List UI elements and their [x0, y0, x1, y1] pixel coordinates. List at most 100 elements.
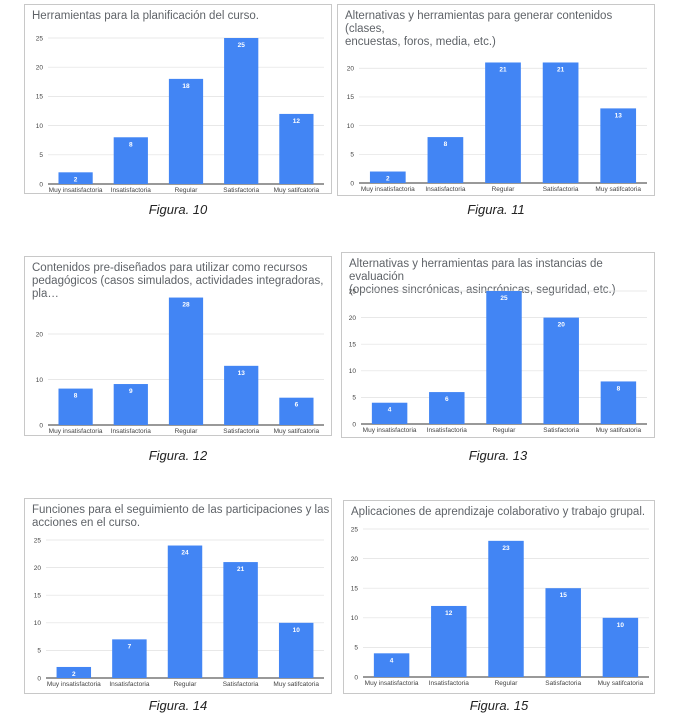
- x-tick-label: Insatisfactoria: [111, 428, 151, 435]
- x-tick-label: Satisfactoria: [545, 680, 581, 687]
- x-tick-label: Regular: [174, 681, 198, 688]
- x-tick-label: Satisfactoria: [543, 427, 579, 434]
- y-tick-label: 20: [36, 331, 44, 338]
- data-label: 24: [181, 550, 189, 557]
- y-tick-label: 20: [351, 556, 359, 563]
- bar-chart: 0 5 10 15 20 25 2 Muy insatisfactoria 8 Insatisfa…: [36, 35, 324, 194]
- bar: [167, 545, 203, 678]
- x-tick-label: Muy insatisfactoria: [365, 680, 419, 687]
- bar: [113, 384, 148, 425]
- data-label: 21: [237, 566, 245, 573]
- data-label: 13: [615, 112, 623, 119]
- data-label: 7: [128, 643, 132, 650]
- y-tick-label: 15: [351, 586, 359, 593]
- y-tick-label: 10: [347, 123, 355, 130]
- bar: [168, 78, 204, 184]
- x-tick-label: Muy satifcatoria: [273, 681, 319, 688]
- x-tick-label: Satisfactoria: [223, 428, 259, 435]
- y-tick-label: 0: [39, 181, 43, 188]
- y-tick-label: 10: [34, 620, 42, 627]
- data-label: 6: [295, 402, 299, 409]
- data-label: 2: [386, 176, 390, 183]
- y-tick-label: 25: [36, 35, 44, 42]
- chart-title: Funciones para el seguimiento de las par…: [32, 504, 330, 529]
- data-label: 8: [617, 385, 621, 392]
- figure-caption: Figura. 15: [469, 698, 529, 713]
- y-tick-label: 20: [36, 65, 44, 72]
- bar: [224, 365, 259, 425]
- bar: [113, 137, 148, 184]
- bar-chart: 0 5 10 15 20 25 4 Muy insatisfactoria 6 Insatisfa…: [349, 288, 647, 434]
- y-tick-label: 25: [34, 537, 42, 544]
- chart-panel-figura-13: Alternativas y herramientas para las ins…: [341, 252, 655, 466]
- x-tick-label: Muy satifcatoria: [598, 680, 644, 687]
- chart-title: Contenidos pre-diseñados para utilizar c…: [32, 262, 324, 300]
- bar: [373, 653, 410, 677]
- bar: [371, 402, 408, 424]
- x-tick-label: Muy insatisfactoria: [49, 428, 103, 435]
- y-tick-label: 5: [350, 152, 354, 159]
- x-tick-label: Muy satifcatoria: [274, 428, 320, 435]
- data-label: 10: [293, 627, 301, 634]
- x-tick-label: Insatisfactoria: [425, 186, 465, 193]
- chart-title: Alternativas y herramientas para las ins…: [349, 258, 616, 296]
- chart-panel-figura-11: Alternativas y herramientas para generar…: [337, 4, 655, 234]
- y-tick-label: 20: [347, 66, 355, 73]
- bar: [545, 588, 581, 677]
- y-tick-label: 25: [349, 288, 357, 295]
- y-tick-label: 0: [37, 675, 41, 682]
- bar: [278, 622, 314, 678]
- chart-panel-figura-15: Aplicaciones de aprendizaje colaborativo…: [343, 500, 655, 715]
- y-tick-label: 15: [36, 94, 44, 101]
- x-tick-label: Satisfactoria: [543, 186, 579, 193]
- bar: [56, 666, 92, 678]
- y-tick-label: 10: [349, 368, 357, 375]
- bar: [600, 108, 637, 183]
- bar: [58, 172, 93, 184]
- bar-chart: 0 5 10 15 20 25 2 Muy insatisfactoria 7 Insatisfa…: [34, 537, 324, 688]
- x-tick-label: Muy satifcatoria: [595, 186, 641, 193]
- data-label: 2: [74, 176, 78, 183]
- figure-caption: Figura. 12: [148, 448, 208, 463]
- x-tick-label: Muy insatisfactoria: [49, 187, 103, 194]
- y-tick-label: 5: [37, 648, 41, 655]
- data-label: 20: [558, 322, 566, 329]
- bar-chart: 0 10 20 8 Muy insatisfactoria 9 Insatisfactori…: [36, 297, 324, 435]
- bar: [485, 62, 521, 184]
- x-tick-label: Regular: [495, 680, 519, 687]
- x-tick-label: Muy satifcatoria: [596, 427, 642, 434]
- bar-chart: 0 5 10 15 20 2 Muy insatisfactoria 8 Insatisfact…: [347, 62, 647, 193]
- bar: [279, 397, 314, 425]
- y-tick-label: 5: [39, 152, 43, 159]
- bar: [224, 38, 259, 184]
- bar: [543, 317, 579, 424]
- figure-caption: Figura. 13: [468, 448, 528, 463]
- y-tick-label: 0: [39, 422, 43, 429]
- x-tick-label: Regular: [175, 428, 199, 435]
- bar: [168, 297, 204, 425]
- data-label: 13: [238, 370, 246, 377]
- y-tick-label: 5: [354, 645, 358, 652]
- data-label: 4: [388, 407, 392, 414]
- x-tick-label: Insatisfactoria: [111, 187, 151, 194]
- chart-panel-figura-12: Contenidos pre-diseñados para utilizar c…: [24, 256, 332, 466]
- data-label: 12: [293, 118, 301, 125]
- data-label: 12: [445, 610, 453, 617]
- x-tick-label: Muy insatisfactoria: [363, 427, 417, 434]
- figure-caption: Figura. 10: [148, 202, 208, 217]
- figure-caption: Figura. 14: [148, 698, 208, 713]
- y-tick-label: 15: [347, 94, 355, 101]
- y-tick-label: 10: [36, 123, 44, 130]
- data-label: 28: [182, 302, 190, 309]
- bar: [602, 617, 639, 677]
- data-label: 8: [129, 141, 133, 148]
- bar: [542, 62, 579, 184]
- y-tick-label: 15: [34, 593, 42, 600]
- x-tick-label: Insatisfactoria: [429, 680, 469, 687]
- data-label: 23: [502, 545, 510, 552]
- data-label: 9: [129, 388, 133, 395]
- bar: [369, 171, 406, 183]
- y-tick-label: 25: [351, 526, 359, 533]
- chart-panel-figura-10: Herramientas para la planificación del c…: [24, 4, 332, 234]
- x-tick-label: Regular: [175, 187, 199, 194]
